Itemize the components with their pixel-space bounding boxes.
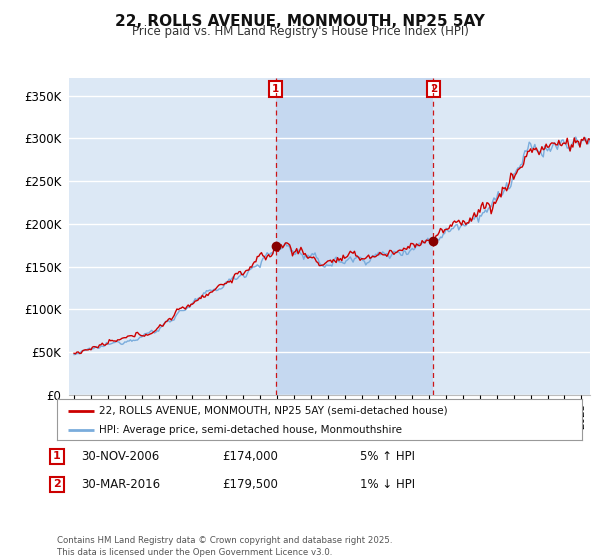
Text: 1: 1: [272, 83, 279, 94]
Text: 1% ↓ HPI: 1% ↓ HPI: [360, 478, 415, 491]
Bar: [275, 78, 433, 395]
Text: £174,000: £174,000: [222, 450, 278, 463]
Text: Price paid vs. HM Land Registry's House Price Index (HPI): Price paid vs. HM Land Registry's House …: [131, 25, 469, 38]
Text: Contains HM Land Registry data © Crown copyright and database right 2025.
This d: Contains HM Land Registry data © Crown c…: [57, 536, 392, 557]
Text: 22, ROLLS AVENUE, MONMOUTH, NP25 5AY: 22, ROLLS AVENUE, MONMOUTH, NP25 5AY: [115, 14, 485, 29]
Text: 30-MAR-2016: 30-MAR-2016: [81, 478, 160, 491]
Text: 5% ↑ HPI: 5% ↑ HPI: [360, 450, 415, 463]
Text: 30-NOV-2006: 30-NOV-2006: [81, 450, 159, 463]
Text: HPI: Average price, semi-detached house, Monmouthshire: HPI: Average price, semi-detached house,…: [99, 424, 402, 435]
Text: 22, ROLLS AVENUE, MONMOUTH, NP25 5AY (semi-detached house): 22, ROLLS AVENUE, MONMOUTH, NP25 5AY (se…: [99, 405, 448, 416]
Text: 2: 2: [53, 479, 61, 489]
Text: 1: 1: [53, 451, 61, 461]
Text: 2: 2: [430, 83, 437, 94]
Text: £179,500: £179,500: [222, 478, 278, 491]
